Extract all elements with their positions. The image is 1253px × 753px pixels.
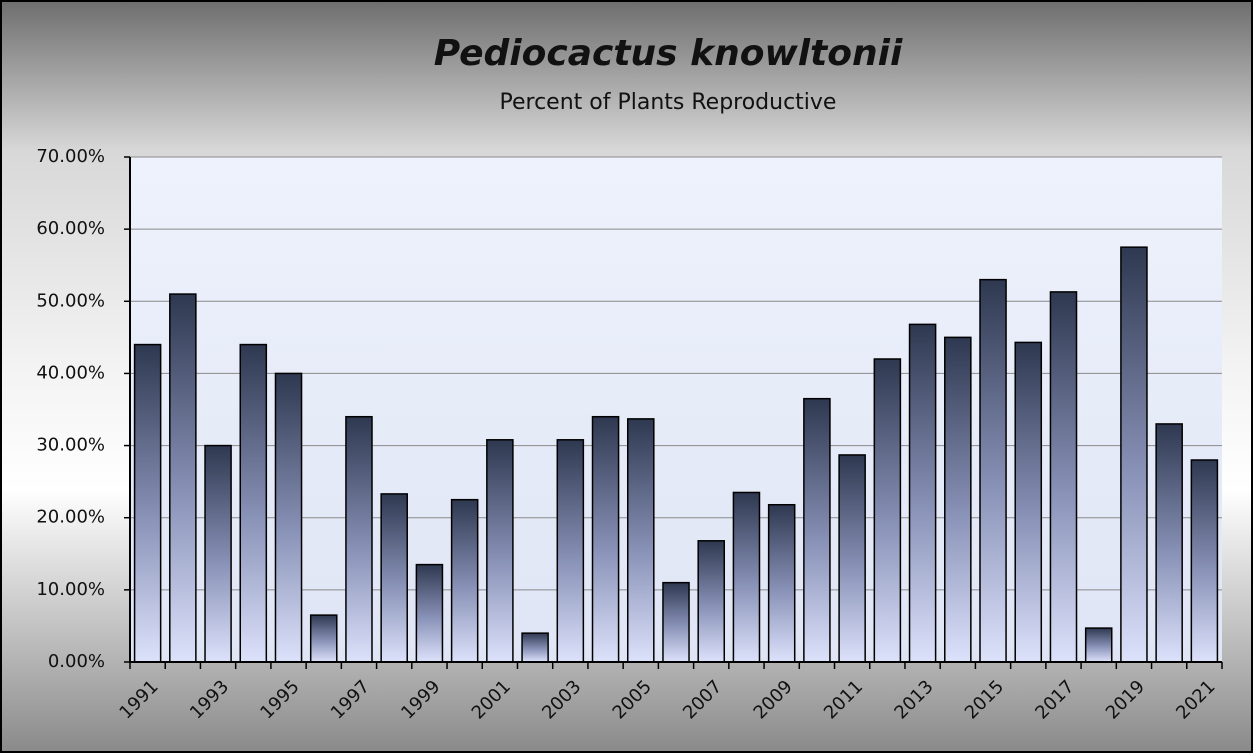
bar bbox=[873, 358, 902, 663]
bar bbox=[662, 581, 690, 663]
bar bbox=[767, 503, 796, 663]
bar bbox=[380, 493, 408, 663]
bar bbox=[556, 439, 585, 663]
y-tick-label: 40.00% bbox=[36, 362, 105, 383]
bar bbox=[133, 343, 162, 663]
chart-subtitle: Percent of Plants Reproductive bbox=[500, 90, 837, 115]
bar bbox=[1049, 291, 1078, 663]
bar bbox=[979, 278, 1007, 663]
bar bbox=[274, 372, 303, 663]
bar bbox=[591, 415, 620, 663]
bar bbox=[697, 540, 726, 663]
bar bbox=[626, 418, 655, 663]
bar bbox=[908, 323, 937, 663]
bar bbox=[944, 336, 972, 663]
bar bbox=[1120, 246, 1148, 663]
y-tick-label: 20.00% bbox=[36, 507, 105, 528]
bar bbox=[1190, 459, 1219, 663]
bar bbox=[239, 343, 268, 663]
chart-title: Pediocactus knowltonii bbox=[434, 33, 903, 74]
bar bbox=[204, 444, 232, 663]
bar bbox=[732, 491, 761, 663]
bar bbox=[1014, 341, 1043, 663]
bar bbox=[450, 498, 479, 663]
y-tick-label: 30.00% bbox=[36, 435, 105, 456]
bar bbox=[1084, 627, 1113, 663]
y-tick-label: 60.00% bbox=[36, 218, 105, 239]
y-tick-label: 10.00% bbox=[36, 579, 105, 600]
bar bbox=[309, 614, 338, 663]
y-tick-label: 50.00% bbox=[36, 290, 105, 311]
bar bbox=[521, 632, 549, 663]
bar bbox=[838, 454, 866, 663]
bar bbox=[803, 397, 831, 663]
bar bbox=[345, 415, 373, 663]
bar bbox=[169, 293, 197, 663]
bar bbox=[1155, 423, 1183, 663]
y-tick-label: 0.00% bbox=[48, 651, 105, 672]
bar bbox=[486, 439, 514, 663]
y-tick-label: 70.00% bbox=[36, 146, 105, 167]
bar bbox=[415, 563, 444, 663]
